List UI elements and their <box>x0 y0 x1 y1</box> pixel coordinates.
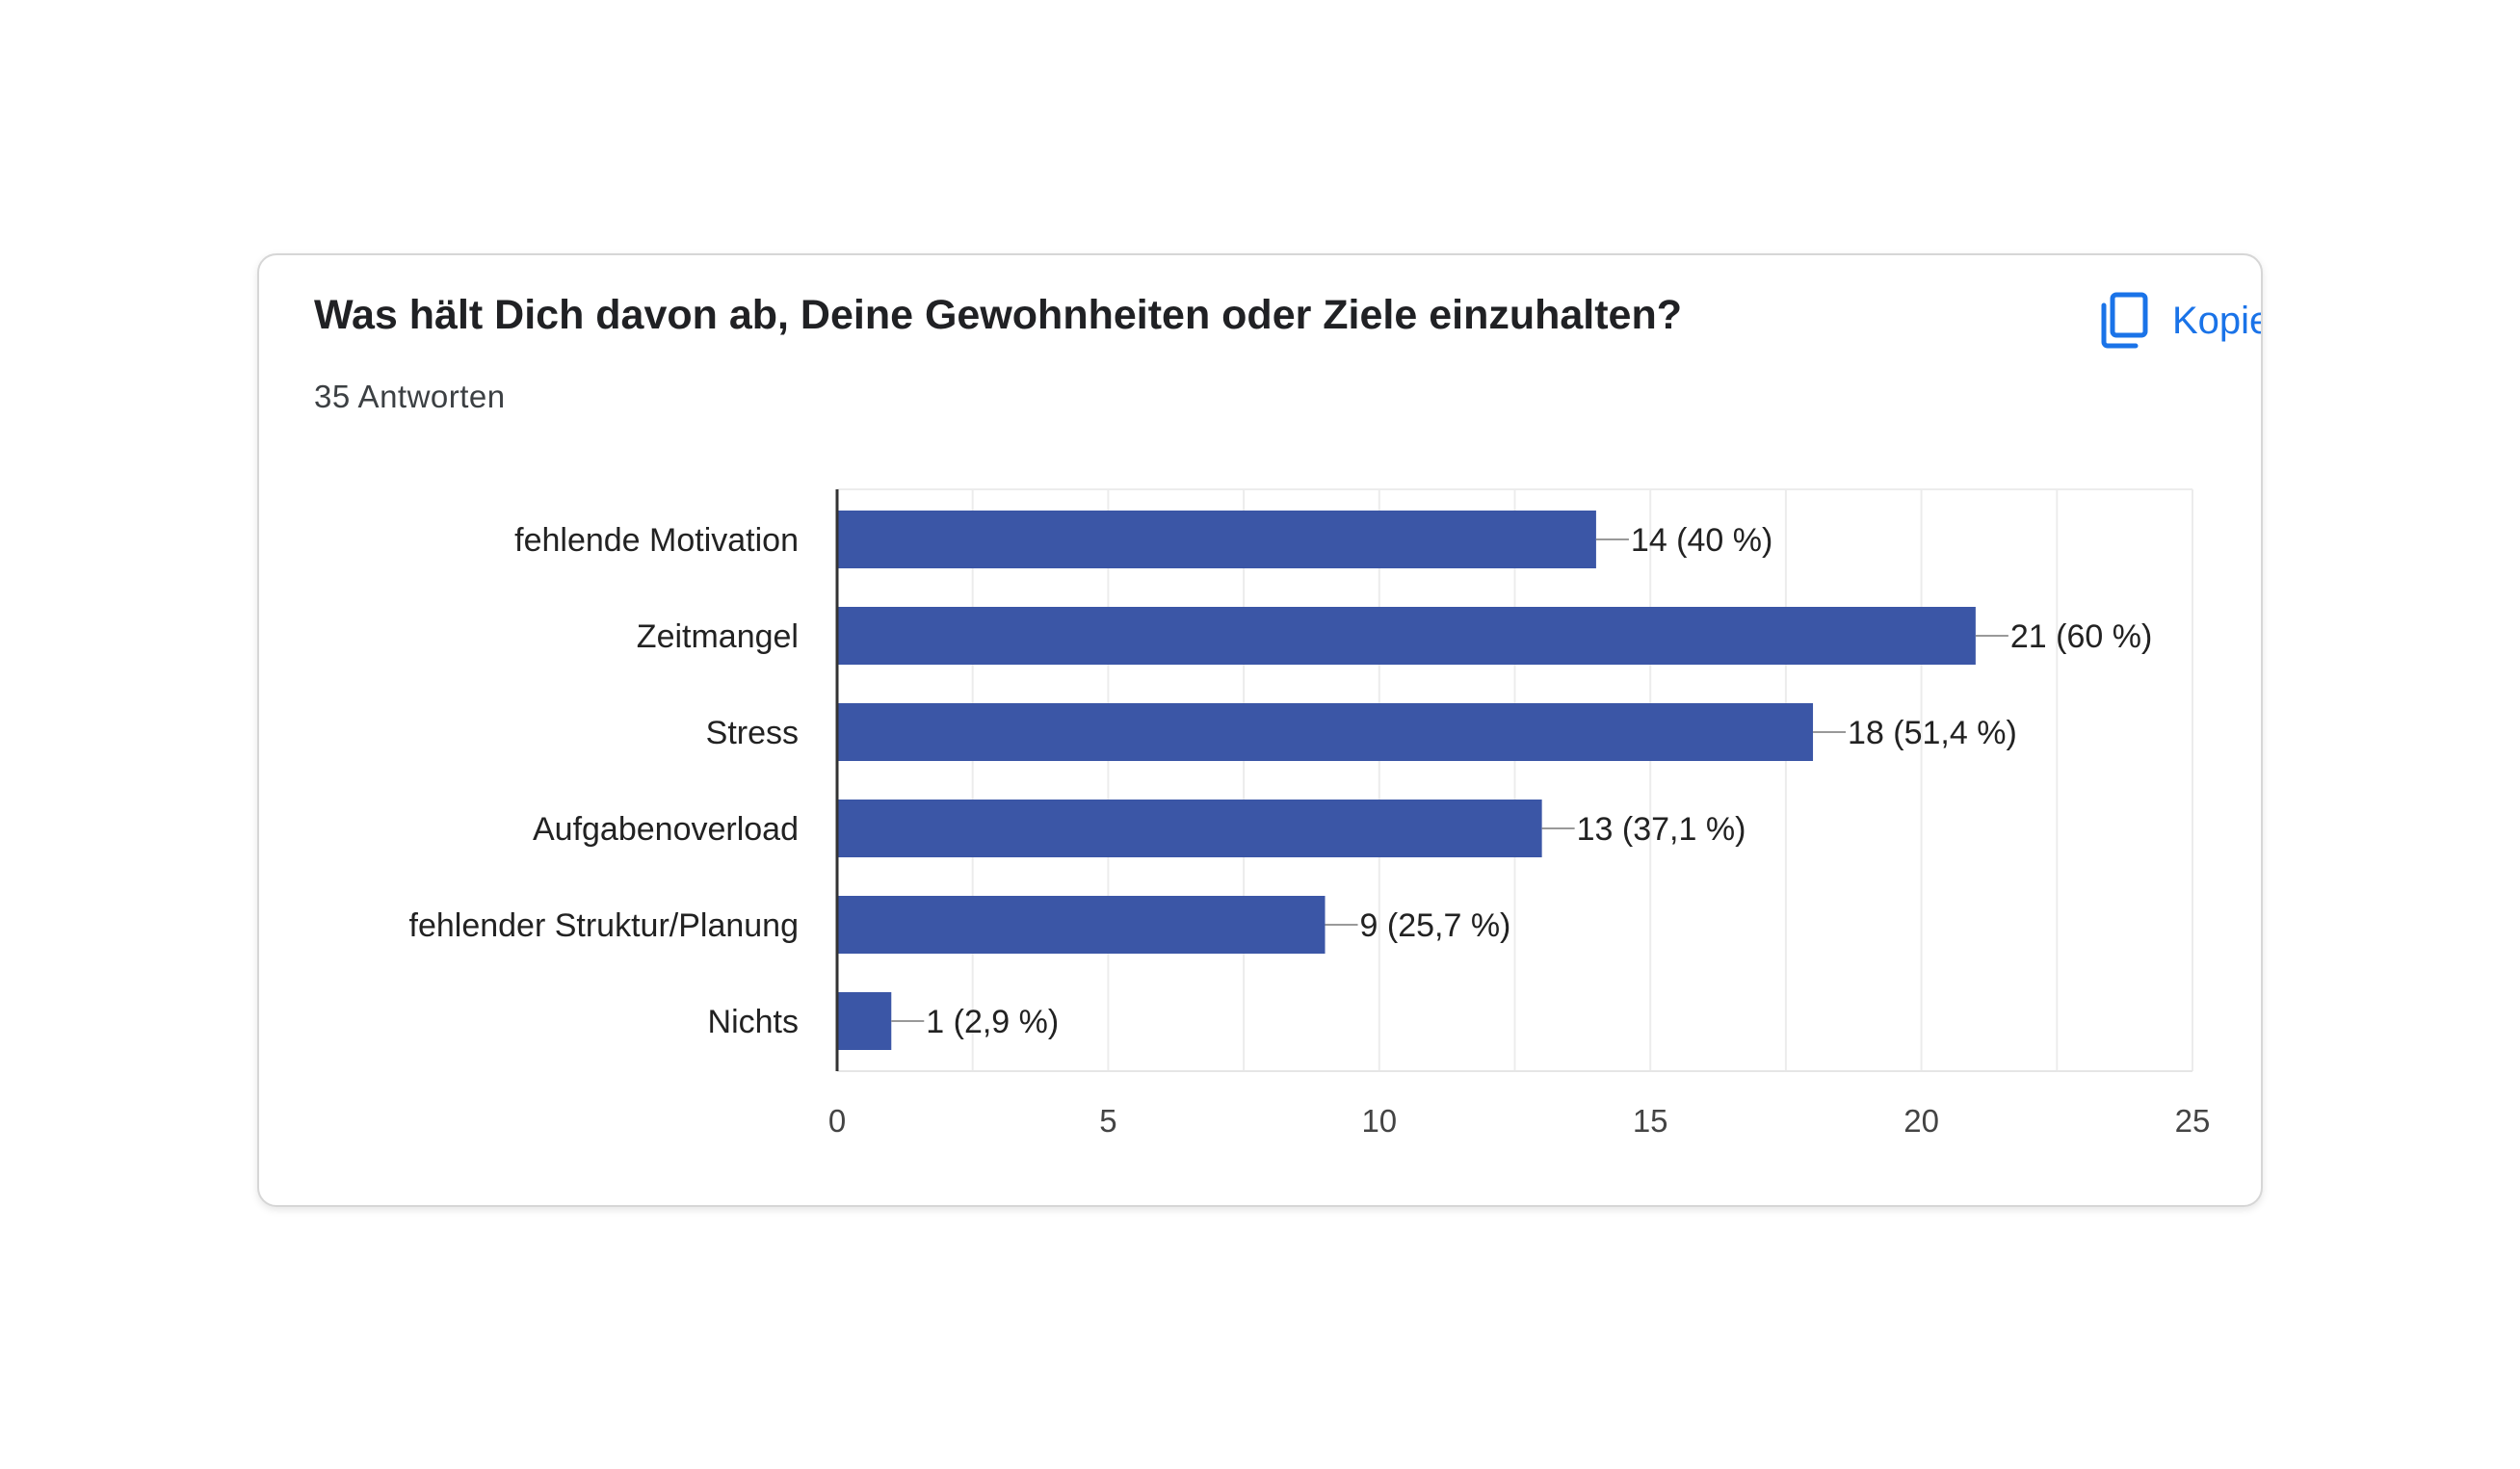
category-label: Nichts <box>708 1004 799 1040</box>
category-label: Zeitmangel <box>637 618 799 655</box>
bar <box>837 800 1542 857</box>
copy-button[interactable]: Kopieren <box>2099 282 2261 359</box>
copy-icon <box>2099 292 2149 350</box>
bar <box>837 607 1976 665</box>
question-card: Was hält Dich davon ab, Deine Gewohnheit… <box>257 253 2263 1207</box>
data-label: 1 (2,9 %) <box>926 1004 1059 1040</box>
bar <box>837 896 1326 954</box>
data-label: 21 (60 %) <box>2010 618 2152 655</box>
bar-chart: 0 5 10 15 20 25 fehlende Motivation 14 (40 %) Ze… <box>409 488 2211 1139</box>
data-label: 9 (25,7 %) <box>1360 907 1511 944</box>
category-label: fehlender Struktur/Planung <box>409 907 799 944</box>
x-tick-label: 25 <box>2175 1103 2211 1139</box>
category-label: fehlende Motivation <box>514 522 799 559</box>
data-label: 13 (37,1 %) <box>1577 811 1746 848</box>
x-tick-label: 20 <box>1903 1103 1939 1139</box>
data-label: 18 (51,4 %) <box>1848 715 2017 751</box>
x-tick-label: 5 <box>1099 1103 1116 1139</box>
bar <box>837 703 1814 761</box>
category-label: Stress <box>706 715 799 751</box>
category-label: Aufgabenoverload <box>533 811 799 848</box>
response-count: 35 Antworten <box>314 379 506 414</box>
x-tick-label: 10 <box>1361 1103 1397 1139</box>
copy-button-label: Kopieren <box>2172 299 2261 342</box>
bar <box>837 992 892 1050</box>
data-label: 14 (40 %) <box>1631 522 1772 559</box>
bar <box>837 511 1596 568</box>
x-tick-label: 15 <box>1633 1103 1668 1139</box>
question-title: Was hält Dich davon ab, Deine Gewohnheit… <box>314 292 1683 338</box>
x-tick-label: 0 <box>828 1103 846 1139</box>
